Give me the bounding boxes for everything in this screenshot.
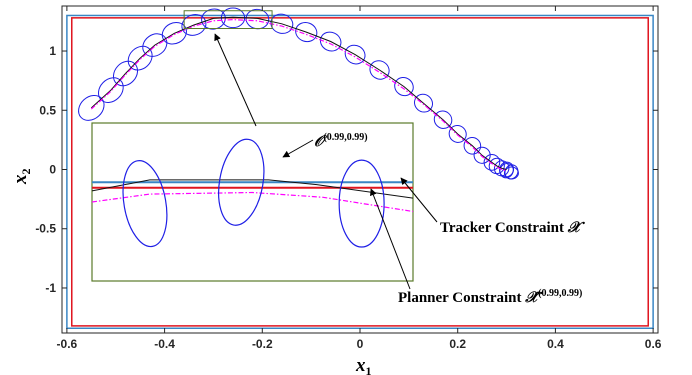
x-tick-label: -0.2 bbox=[252, 337, 273, 351]
zoom-arrow bbox=[214, 33, 257, 127]
x-axis-label-sub: 1 bbox=[366, 364, 372, 375]
uncertainty-ellipse bbox=[161, 21, 187, 45]
y-tick-label: -1 bbox=[45, 281, 56, 295]
y-tick-label: -0.5 bbox=[35, 222, 56, 236]
y-tick-label: 0.5 bbox=[39, 103, 56, 117]
inset-black-line bbox=[91, 179, 414, 199]
y-tick-label: 0 bbox=[49, 163, 56, 177]
x-tick-label: -0.4 bbox=[154, 337, 175, 351]
trajectory-series bbox=[78, 7, 519, 180]
annotation-tracker-text: Tracker Constraint bbox=[440, 220, 568, 236]
inset-ellipse bbox=[122, 160, 168, 248]
tracker-arrow bbox=[400, 177, 438, 223]
inset-box bbox=[91, 122, 414, 282]
axis-ticks: -0.6 -0.4 -0.2 0 0.2 0.4 0.6 -1 -0.5 0 0.5 1 bbox=[35, 6, 662, 351]
annotation-planner-text: Planner Constraint bbox=[398, 290, 525, 306]
o-set-arrow bbox=[282, 139, 314, 158]
uncertainty-ellipse bbox=[245, 8, 270, 30]
zoom-window-rect bbox=[183, 10, 273, 30]
inset-ellipse bbox=[338, 159, 385, 248]
x-tick-label: 0.6 bbox=[645, 337, 662, 351]
solid-black-line bbox=[90, 16, 507, 170]
annotation-planner: Planner Constraint 𝒳̂(0.99,0.99) bbox=[398, 288, 582, 306]
planner-arrow bbox=[370, 188, 411, 290]
uncertainty-ellipse bbox=[127, 45, 153, 71]
annotation-tracker: Tracker Constraint 𝒳 bbox=[440, 220, 586, 236]
x-axis-label: x1 bbox=[355, 355, 372, 375]
planner-constraint-rect bbox=[71, 17, 649, 327]
annotation-tracker-symbol: 𝒳 bbox=[567, 220, 586, 236]
x-tick-label: 0.4 bbox=[547, 337, 564, 351]
annotation-o-sup: (0.99,0.99) bbox=[323, 132, 367, 143]
y-axis-label-sub: 2 bbox=[19, 169, 33, 175]
x-tick-label: 0.2 bbox=[449, 337, 466, 351]
y-tick-label: 1 bbox=[49, 44, 56, 58]
inset-magenta-line bbox=[91, 191, 414, 213]
inset-ellipse bbox=[218, 138, 265, 226]
y-axis-label: x2 bbox=[10, 169, 33, 186]
x-tick-label: 0 bbox=[357, 337, 364, 351]
uncertainty-ellipse bbox=[270, 13, 294, 34]
x-tick-label: -0.6 bbox=[57, 337, 78, 351]
uncertainty-ellipse bbox=[319, 31, 342, 52]
x-axis-label-text: x bbox=[355, 355, 366, 375]
uncertainty-ellipse bbox=[503, 166, 519, 180]
y-axis-label-text: x bbox=[10, 174, 31, 185]
dashdot-magenta-line bbox=[90, 18, 507, 172]
annotation-planner-sup: (0.99,0.99) bbox=[538, 288, 582, 299]
uncertainty-ellipse bbox=[142, 33, 168, 57]
zoom-inset bbox=[91, 122, 414, 282]
